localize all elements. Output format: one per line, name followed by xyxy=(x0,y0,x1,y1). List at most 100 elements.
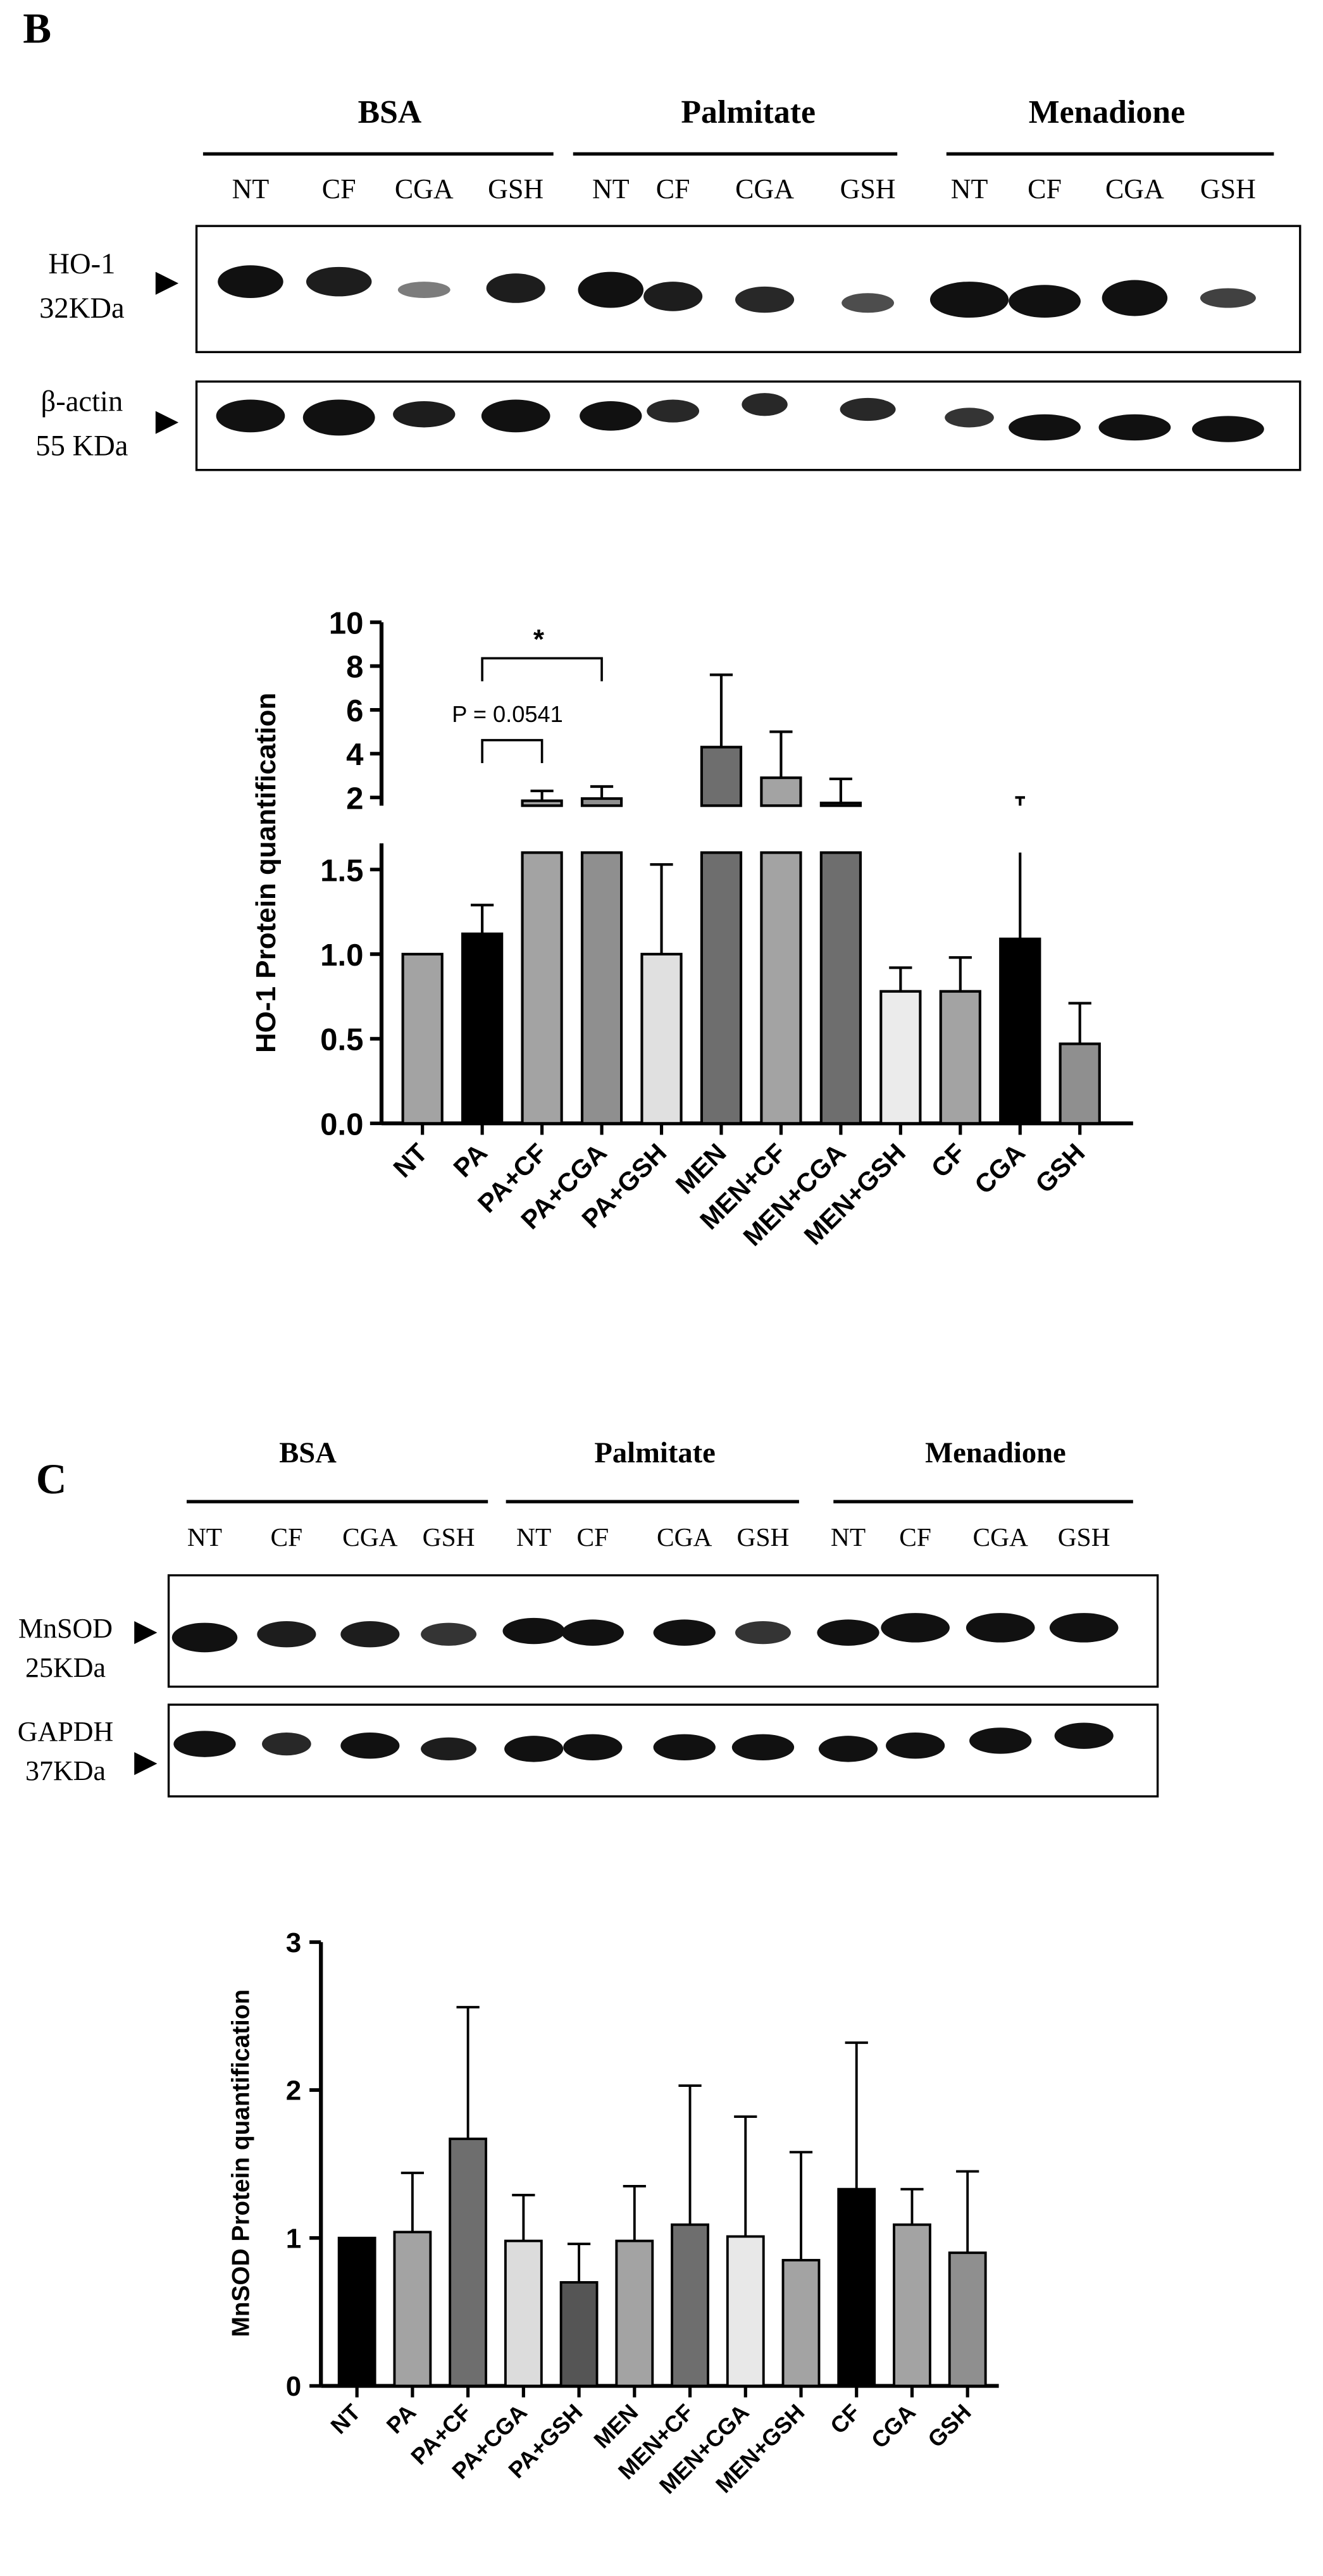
mnsod-bar xyxy=(671,2223,709,2387)
panel-b-lane-label: CGA xyxy=(735,173,794,204)
panel-b-lane-label: CGA xyxy=(1105,173,1164,204)
mnsod-bar xyxy=(504,2239,543,2387)
panel-b-group-label: BSA xyxy=(358,94,422,130)
panel-b-band xyxy=(1191,416,1264,442)
panel-c-lane-label: CGA xyxy=(973,1522,1028,1552)
panel-c-band xyxy=(886,1732,945,1759)
panel-b-band xyxy=(218,265,283,298)
panel-c-band xyxy=(421,1737,477,1760)
ho1-x-tick-label: CF xyxy=(926,1138,971,1183)
ho1-x-tick-label: CGA xyxy=(969,1138,1031,1200)
ho1-bar xyxy=(879,990,922,1125)
panel-c-group-label: Palmitate xyxy=(594,1436,715,1469)
ho1-bar-upper xyxy=(819,801,862,807)
panel-c-lane-label: CF xyxy=(271,1522,303,1552)
mnsod-bar xyxy=(726,2235,765,2387)
ho1-bar xyxy=(999,937,1041,1125)
ho1-x-tick-label: GSH xyxy=(1029,1138,1090,1198)
panel-b-lane-label: NT xyxy=(951,173,988,204)
ho1-bar xyxy=(461,932,504,1125)
panel-c-row-size: 37KDa xyxy=(25,1755,106,1786)
panel-c-arrowhead-icon xyxy=(134,1752,158,1776)
panel-b-row-size: 55 KDa xyxy=(35,429,128,462)
ho1-sig-pvalue: P = 0.0541 xyxy=(452,701,563,727)
panel-c-band xyxy=(257,1621,316,1648)
ho1-bar-upper xyxy=(580,797,623,807)
panel-c-band xyxy=(173,1731,236,1757)
panel-b-lane-label: GSH xyxy=(488,173,543,204)
panel-c-band xyxy=(561,1619,624,1646)
panel-b-band xyxy=(929,282,1009,318)
panel-c-row-size: 25KDa xyxy=(25,1652,106,1683)
panel-c-band xyxy=(1054,1722,1114,1749)
panel-c-band xyxy=(340,1732,400,1759)
panel-c-band xyxy=(881,1613,950,1643)
panel-c-arrowhead-icon xyxy=(134,1621,158,1645)
ho1-bar-upper xyxy=(521,799,563,807)
ho1-sig-bracket-p xyxy=(481,738,543,763)
panel-b-band xyxy=(1200,288,1256,308)
panel-b-band xyxy=(1009,285,1081,318)
panel-b-group-label: Menadione xyxy=(1029,94,1185,130)
panel-b-band xyxy=(945,408,994,428)
panel-c-lane-label: CGA xyxy=(657,1522,712,1552)
ho1-y-tick-label: 4 xyxy=(346,737,364,772)
ho1-y-tick-label: 8 xyxy=(346,650,363,685)
panel-b-lane-label: GSH xyxy=(1200,173,1256,204)
panel-c-lane-label: NT xyxy=(187,1522,222,1552)
ho1-bar xyxy=(580,851,623,1125)
panel-b-band xyxy=(302,399,375,436)
panel-b-band xyxy=(647,399,700,423)
mnsod-bar xyxy=(615,2239,654,2387)
panel-c-western-blot: BSA Palmitate Menadione NT CF CGA GSH NT CF CGA GS… xyxy=(18,1436,1159,1798)
ho1-bar xyxy=(939,990,981,1125)
ho1-x-tick-label: NT xyxy=(388,1138,433,1183)
ho1-bar-upper xyxy=(700,745,743,807)
mnsod-y-axis-label: MnSOD Protein quantification xyxy=(227,1989,254,2337)
mnsod-y-tick-label: 0 xyxy=(286,2371,301,2402)
panel-c-band xyxy=(171,1622,238,1653)
panel-c-lane-label: NT xyxy=(831,1522,866,1552)
panel-b-band xyxy=(735,286,795,313)
panel-b-lane-label: NT xyxy=(232,173,270,204)
ho1-y-tick-label: 0.5 xyxy=(320,1023,363,1057)
ho1-bar xyxy=(700,851,743,1125)
panel-c-band xyxy=(563,1734,623,1760)
ho1-bar xyxy=(640,952,683,1125)
ho1-y-tick-label: 2 xyxy=(346,781,363,816)
ho1-bar xyxy=(819,851,862,1125)
mnsod-bar xyxy=(393,2231,432,2387)
ho1-sig-star: * xyxy=(533,624,545,655)
panel-b-band xyxy=(842,293,894,313)
mnsod-bar xyxy=(781,2258,821,2387)
panel-b-band xyxy=(1102,280,1168,316)
mnsod-x-tick-label: CGA xyxy=(866,2399,921,2453)
mnsod-x-tick-label: PA xyxy=(382,2399,421,2439)
ho1-bar xyxy=(1059,1042,1101,1125)
panel-c-band xyxy=(653,1619,716,1646)
mnsod-bar xyxy=(837,2187,876,2387)
panel-b-band xyxy=(840,397,896,421)
panel-b-lane-label: CF xyxy=(1028,173,1062,204)
panel-c-band xyxy=(735,1621,791,1645)
ho1-bar xyxy=(760,851,802,1125)
panel-b-lane-label: CGA xyxy=(395,173,454,204)
mnsod-y-tick-label: 3 xyxy=(286,1927,301,1958)
panel-b-band xyxy=(643,282,703,311)
panel-b-arrowhead-icon xyxy=(155,271,179,295)
panel-c-band xyxy=(966,1613,1035,1643)
ho1-y-tick-label: 6 xyxy=(346,694,363,728)
panel-b-lane-label: NT xyxy=(592,173,630,204)
panel-c-band xyxy=(731,1734,795,1760)
ho1-bar xyxy=(401,952,444,1125)
panel-c-band xyxy=(340,1621,400,1648)
panel-b-arrowhead-icon xyxy=(155,411,179,434)
panel-b-row-size: 32KDa xyxy=(39,292,125,325)
panel-c-row-name: MnSOD xyxy=(18,1613,113,1644)
panel-c-band xyxy=(969,1727,1032,1754)
panel-b-band xyxy=(397,282,450,298)
panel-c-lane-label: GSH xyxy=(1058,1522,1110,1552)
panel-b-band xyxy=(481,399,550,433)
